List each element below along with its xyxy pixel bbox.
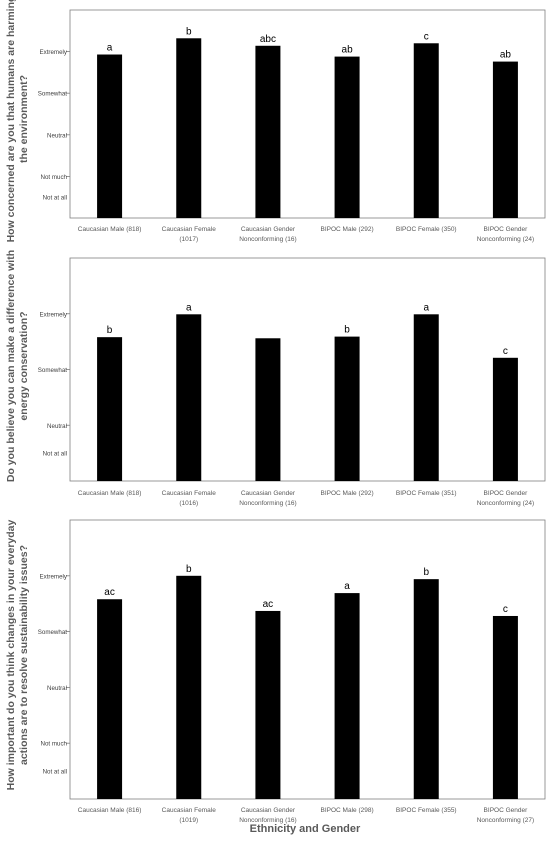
x-tick-label: BIPOC Male (292) xyxy=(321,490,374,497)
y-tick-label: Neutral xyxy=(47,685,67,692)
significance-letter: ab xyxy=(342,45,354,56)
significance-letter: c xyxy=(503,604,508,615)
y-tick-label: Not at all xyxy=(43,451,67,458)
x-tick-label: Nonconforming (24) xyxy=(477,500,534,507)
x-tick-label: BIPOC Gender xyxy=(484,226,529,233)
x-tick-label: BIPOC Female (351) xyxy=(396,490,457,497)
bar xyxy=(492,357,518,481)
x-tick-label: BIPOC Male (292) xyxy=(321,226,374,233)
bar xyxy=(97,599,123,799)
y-tick-label: Not much xyxy=(41,174,68,181)
chart-panel-2: Do you believe you can make a difference… xyxy=(0,250,550,510)
x-tick-label: Nonconforming (16) xyxy=(239,500,296,507)
bar xyxy=(334,336,360,481)
x-tick-label: BIPOC Female (355) xyxy=(396,807,457,814)
plot-frame xyxy=(69,9,546,219)
x-tick-label: Caucasian Female xyxy=(162,226,217,233)
significance-letter: b xyxy=(107,325,113,336)
x-tick-label: Nonconforming (24) xyxy=(477,236,534,243)
significance-letter: a xyxy=(107,43,113,54)
plot-frame xyxy=(69,257,546,482)
significance-letter: c xyxy=(503,346,508,357)
bar xyxy=(255,338,281,481)
y-tick-label: Somewhat xyxy=(38,91,68,98)
y-tick-label: Not much xyxy=(41,741,68,748)
bar xyxy=(492,615,518,799)
chart-svg: Not at all Not much Neutral Somewhat Extreme… xyxy=(38,9,546,243)
x-tick-label: BIPOC Female (350) xyxy=(396,226,457,233)
x-tick-label: Caucasian Female xyxy=(162,490,217,497)
y-tick-label: Somewhat xyxy=(38,367,68,374)
significance-letter: abc xyxy=(260,34,276,45)
bar xyxy=(97,54,123,219)
x-tick-label: Nonconforming (27) xyxy=(477,817,534,824)
significance-letter: a xyxy=(423,302,429,313)
x-tick-label: (1019) xyxy=(179,817,198,824)
x-tick-label: Caucasian Male (816) xyxy=(78,807,142,814)
x-tick-label: Caucasian Male (818) xyxy=(78,226,142,233)
significance-letter: b xyxy=(186,564,192,575)
significance-letter: ac xyxy=(263,599,274,610)
significance-letter: b xyxy=(344,325,350,336)
chart-svg: Not at all Neutral Somewhat Extremely b Cauca… xyxy=(38,257,546,507)
x-tick-label: Nonconforming (16) xyxy=(239,817,296,824)
significance-letter: b xyxy=(186,26,192,37)
significance-letter: b xyxy=(423,567,429,578)
x-tick-label: BIPOC Gender xyxy=(484,490,529,497)
bar xyxy=(413,43,439,218)
y-tick-label: Somewhat xyxy=(38,629,68,636)
x-axis-title: Ethnicity and Gender xyxy=(249,823,361,835)
y-tick-label: Not at all xyxy=(43,195,67,202)
bar xyxy=(176,575,202,799)
chart-panel-3: How important do you think changes in yo… xyxy=(0,510,550,842)
bar xyxy=(334,593,360,799)
bar xyxy=(255,610,281,799)
plot-frame xyxy=(69,519,546,800)
significance-letter: a xyxy=(344,581,350,592)
x-tick-label: Caucasian Male (818) xyxy=(78,490,142,497)
significance-letter: ac xyxy=(104,587,115,598)
bar xyxy=(176,314,202,481)
significance-letter: a xyxy=(186,302,192,313)
significance-letter: c xyxy=(424,31,429,42)
bar xyxy=(413,579,439,799)
x-tick-label: (1017) xyxy=(179,236,198,243)
bar xyxy=(413,314,439,481)
y-tick-label: Neutral xyxy=(47,423,67,430)
bar xyxy=(255,45,281,218)
x-tick-label: Caucasian Female xyxy=(162,807,217,814)
y-tick-label: Extremely xyxy=(39,49,67,56)
x-tick-label: BIPOC Male (298) xyxy=(321,807,374,814)
x-tick-label: Caucasian Gender xyxy=(241,807,296,814)
x-tick-label: (1016) xyxy=(179,500,198,507)
bar xyxy=(334,56,360,219)
bar xyxy=(176,38,202,219)
bar xyxy=(492,61,518,218)
x-tick-label: BIPOC Gender xyxy=(484,807,529,814)
y-tick-label: Neutral xyxy=(47,132,67,139)
chart-panel-1: How concerned are you that humans are ha… xyxy=(0,0,550,280)
y-tick-label: Extremely xyxy=(39,311,67,318)
y-tick-label: Extremely xyxy=(39,573,67,580)
x-tick-label: Caucasian Gender xyxy=(241,490,296,497)
y-tick-label: Not at all xyxy=(43,769,67,776)
x-tick-label: Nonconforming (16) xyxy=(239,236,296,243)
chart-svg: Not at all Not much Neutral Somewhat Extreme… xyxy=(38,519,546,824)
bar xyxy=(97,337,123,481)
x-tick-label: Caucasian Gender xyxy=(241,226,296,233)
significance-letter: ab xyxy=(500,50,512,61)
